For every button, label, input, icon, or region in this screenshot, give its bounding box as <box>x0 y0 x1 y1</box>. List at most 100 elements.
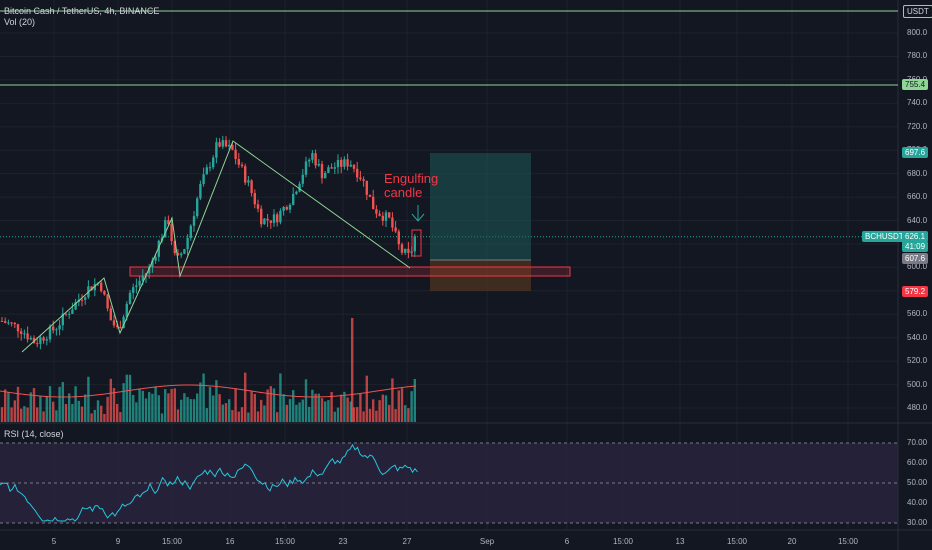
volume-bar <box>68 393 71 422</box>
candle-body <box>413 236 416 252</box>
volume-bar <box>16 386 20 422</box>
volume-bar <box>391 378 394 422</box>
time-tick-label: 27 <box>402 537 412 546</box>
volume-bar <box>234 388 237 422</box>
volume-bar <box>324 401 327 422</box>
volume-bar <box>301 399 304 422</box>
volume-bar <box>13 400 16 422</box>
volume-bar <box>183 393 186 422</box>
candle-body <box>119 326 122 329</box>
price-tick-label: 520.0 <box>907 356 928 366</box>
volume-bar <box>362 411 365 422</box>
candle-body <box>20 331 23 334</box>
volume-bar <box>189 399 192 422</box>
volume-bar <box>352 407 356 422</box>
volume-bar <box>336 407 340 422</box>
volume-bar <box>125 374 128 422</box>
volume-bar <box>253 393 256 422</box>
price-tick-label: 740.0 <box>907 98 928 108</box>
volume-bar <box>266 389 269 422</box>
volume-bar <box>20 408 23 422</box>
volume-bar <box>122 383 125 422</box>
volume-bar <box>279 373 282 422</box>
candle-body <box>391 217 394 228</box>
volume-bar <box>71 403 74 422</box>
candle-body <box>93 284 96 291</box>
volume-legend[interactable]: Vol (20) <box>4 17 36 27</box>
candle-body <box>292 193 295 205</box>
volume-bar <box>112 387 116 422</box>
volume-bar <box>167 393 170 422</box>
time-tick-label: 5 <box>51 537 57 546</box>
volume-bar <box>349 401 352 422</box>
volume-bar <box>64 403 68 422</box>
volume-bar <box>10 407 13 422</box>
candle-body <box>368 194 372 197</box>
candle-body <box>55 329 58 331</box>
candle-body <box>189 225 192 239</box>
demand-zone <box>129 266 571 277</box>
volume-bar <box>42 411 45 422</box>
volume-bar <box>80 406 84 422</box>
candle-body <box>128 292 132 304</box>
volume-bar <box>39 395 42 422</box>
volume-bar <box>96 400 100 422</box>
volume-bar <box>29 392 32 422</box>
volume-bar <box>205 408 208 422</box>
candle-body <box>39 337 42 344</box>
volume-bar <box>202 373 205 422</box>
volume-bar <box>351 318 354 422</box>
volume-bar <box>157 395 160 422</box>
volume-bar <box>224 403 228 422</box>
price-tick-label: 600.0 <box>907 262 928 272</box>
volume-bar <box>7 392 10 422</box>
candle-body <box>237 159 240 165</box>
candle-body <box>304 161 308 175</box>
volume-bar <box>106 396 109 422</box>
candle-body <box>170 224 173 242</box>
price-tick-label: 800.0 <box>907 28 928 37</box>
volume-bar <box>61 382 64 422</box>
time-tick-label: 23 <box>338 537 348 546</box>
price-tick-label: 780.0 <box>907 51 928 61</box>
candle-body <box>148 266 151 274</box>
volume-bar <box>100 405 103 422</box>
candle-body <box>64 313 68 315</box>
time-tick-label: 13 <box>675 537 685 546</box>
volume-bar <box>410 391 413 422</box>
volume-bar <box>311 389 314 422</box>
ticker-badge: BCHUSDT <box>862 231 907 242</box>
volume-bar <box>288 399 292 422</box>
candle-body <box>234 149 237 160</box>
currency-badge[interactable]: USDT <box>903 5 932 18</box>
volume-bar <box>340 394 343 422</box>
candle-body <box>375 209 378 214</box>
price-tick-label: 680.0 <box>907 168 928 178</box>
candle-body <box>7 322 10 324</box>
candle-body <box>346 159 349 167</box>
volume-bar <box>250 391 253 422</box>
rsi-legend[interactable]: RSI (14, close) <box>4 429 64 439</box>
rsi-line <box>0 443 418 522</box>
candle-body <box>192 216 196 226</box>
candle-body <box>180 253 183 256</box>
symbol-legend[interactable]: Bitcoin Cash / TetherUS, 4h, BINANCE <box>4 6 160 16</box>
candle-body <box>173 241 176 254</box>
candle-body <box>212 157 215 168</box>
time-tick-label: 20 <box>787 537 797 546</box>
candle-body <box>84 297 87 300</box>
price-tick-label: 480.0 <box>907 403 928 412</box>
time-tick-label: 6 <box>564 537 570 546</box>
candle-body <box>330 167 333 169</box>
volume-bar <box>365 375 368 422</box>
candle-body <box>381 215 384 221</box>
volume-bar <box>55 410 58 422</box>
volume-bar <box>215 380 218 422</box>
candle-body <box>308 159 311 162</box>
candle-body <box>224 140 228 147</box>
candle-body <box>276 214 279 223</box>
volume-bar <box>192 399 196 422</box>
volume-bar <box>247 412 250 422</box>
